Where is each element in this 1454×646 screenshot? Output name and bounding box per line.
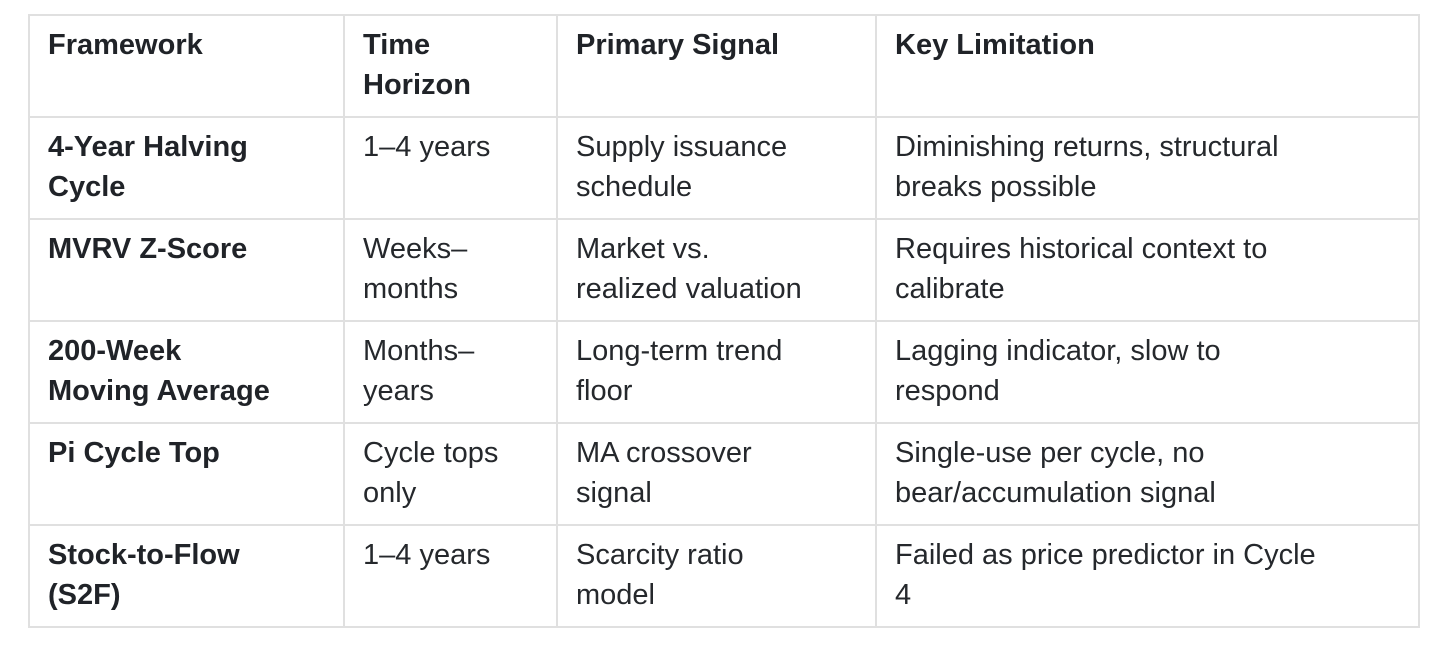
column-header-framework: Framework <box>28 14 345 118</box>
cell-time-horizon: 1–4 years <box>343 524 558 628</box>
column-header-primary-signal: Primary Signal <box>556 14 877 118</box>
cell-key-limitation: Failed as price predictor in Cycle 4 <box>875 524 1420 628</box>
cell-time-horizon: Weeks– months <box>343 218 558 322</box>
cell-key-limitation: Diminishing returns, structural breaks p… <box>875 116 1420 220</box>
cell-framework: Pi Cycle Top <box>28 422 345 526</box>
header-row: Framework Time Horizon Primary Signal Ke… <box>28 14 1420 118</box>
cell-framework: 4-Year Halving Cycle <box>28 116 345 220</box>
cell-time-horizon: Months– years <box>343 320 558 424</box>
table-row: MVRV Z-Score Weeks– months Market vs. re… <box>28 218 1420 322</box>
table-row: 200-Week Moving Average Months– years Lo… <box>28 320 1420 424</box>
table-header: Framework Time Horizon Primary Signal Ke… <box>28 14 1420 118</box>
cell-key-limitation: Lagging indicator, slow to respond <box>875 320 1420 424</box>
cell-primary-signal: Market vs. realized valuation <box>556 218 877 322</box>
cell-time-horizon: 1–4 years <box>343 116 558 220</box>
cell-key-limitation: Requires historical context to calibrate <box>875 218 1420 322</box>
table-row: Stock-to-Flow (S2F) 1–4 years Scarcity r… <box>28 524 1420 628</box>
cell-framework: MVRV Z-Score <box>28 218 345 322</box>
cell-key-limitation: Single-use per cycle, no bear/accumulati… <box>875 422 1420 526</box>
framework-comparison-table-container: Framework Time Horizon Primary Signal Ke… <box>28 14 1420 628</box>
table-row: Pi Cycle Top Cycle tops only MA crossove… <box>28 422 1420 526</box>
cell-framework: 200-Week Moving Average <box>28 320 345 424</box>
cell-framework: Stock-to-Flow (S2F) <box>28 524 345 628</box>
cell-time-horizon: Cycle tops only <box>343 422 558 526</box>
column-header-time-horizon: Time Horizon <box>343 14 558 118</box>
table-body: 4-Year Halving Cycle 1–4 years Supply is… <box>28 116 1420 628</box>
cell-primary-signal: Supply issuance schedule <box>556 116 877 220</box>
cell-primary-signal: MA crossover signal <box>556 422 877 526</box>
column-header-key-limitation: Key Limitation <box>875 14 1420 118</box>
framework-comparison-table: Framework Time Horizon Primary Signal Ke… <box>28 14 1420 628</box>
cell-primary-signal: Scarcity ratio model <box>556 524 877 628</box>
cell-primary-signal: Long-term trend floor <box>556 320 877 424</box>
table-row: 4-Year Halving Cycle 1–4 years Supply is… <box>28 116 1420 220</box>
